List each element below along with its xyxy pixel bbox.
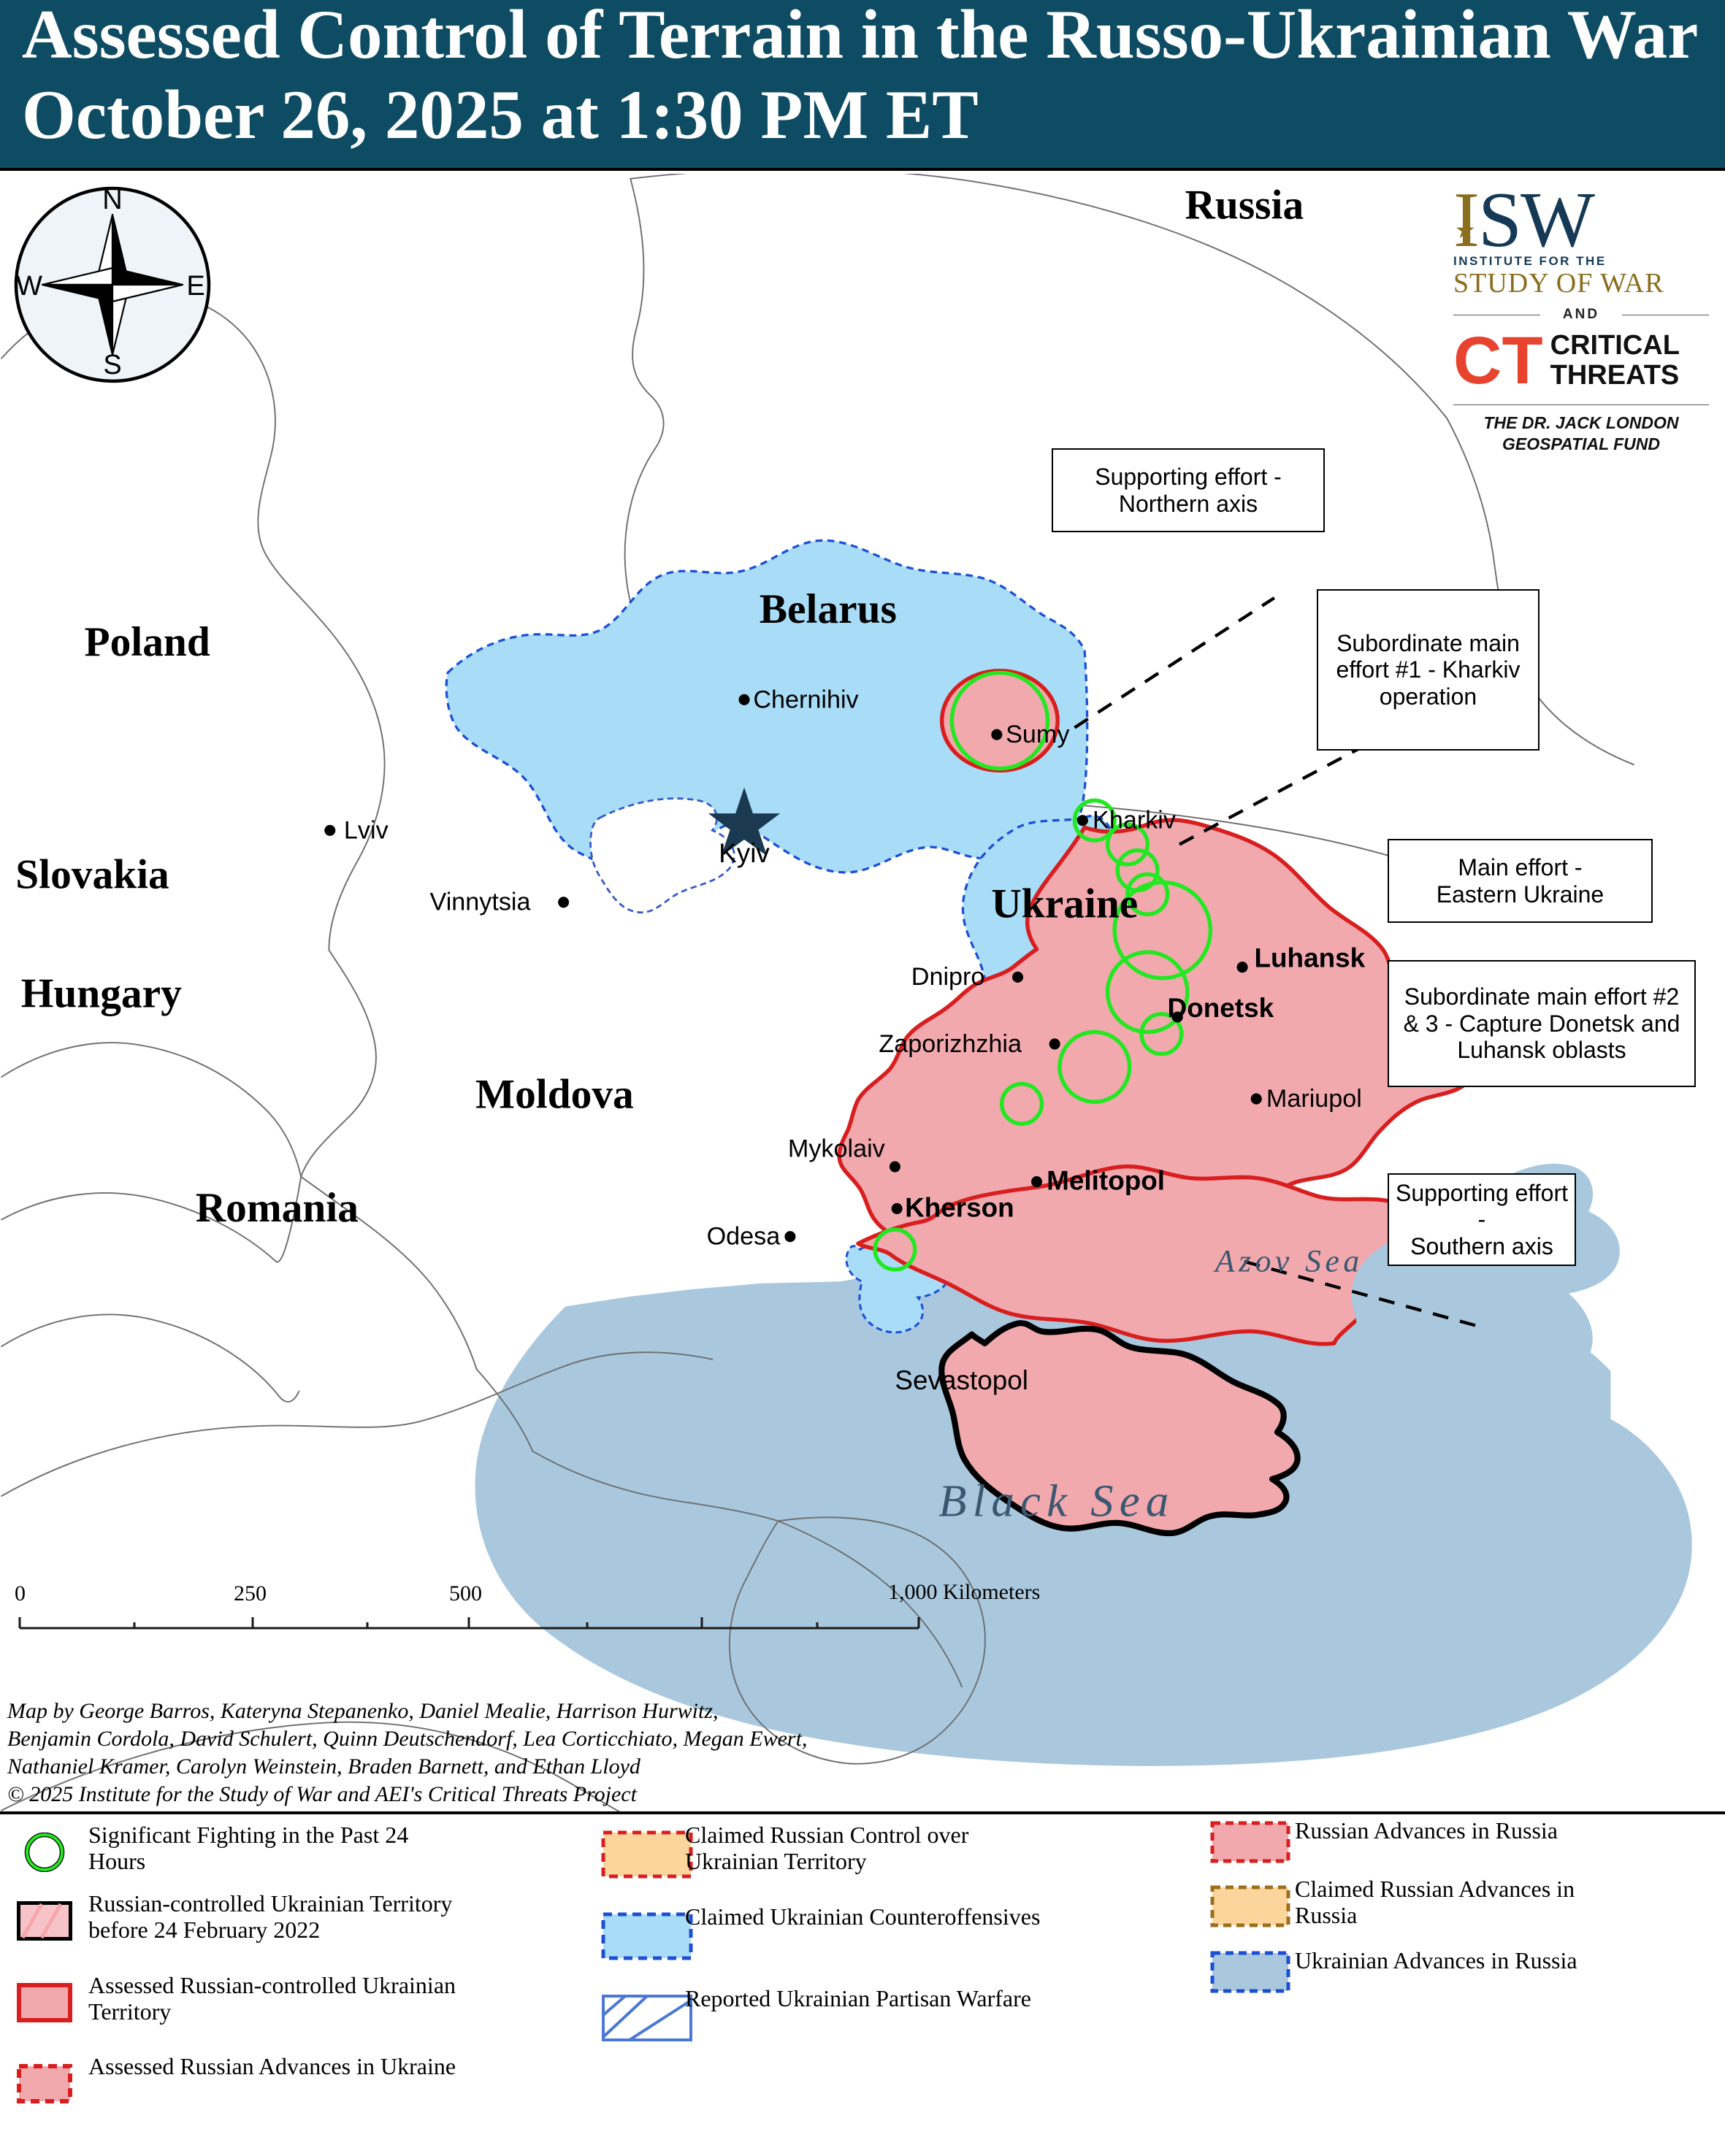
svg-text:Kyiv: Kyiv [719,838,770,868]
svg-text:Russia: Russia [1185,183,1304,229]
svg-text:Hungary: Hungary [21,970,182,1016]
svg-text:Romania: Romania [196,1185,359,1231]
svg-text:S: S [103,350,121,380]
svg-text:Black Sea: Black Sea [938,1475,1174,1526]
svg-text:1,000 Kilometers: 1,000 Kilometers [888,1580,1040,1604]
svg-text:Sumy: Sumy [1006,721,1070,748]
svg-text:Poland: Poland [85,619,210,665]
svg-text:Donetsk: Donetsk [1168,993,1274,1023]
svg-text:250: 250 [234,1581,267,1606]
svg-text:Melitopol: Melitopol [1047,1165,1165,1195]
svg-text:Azov Sea: Azov Sea [1213,1244,1363,1279]
svg-text:Dnipro: Dnipro [911,963,985,991]
svg-text:0: 0 [15,1581,26,1606]
svg-text:Ukraine: Ukraine [991,881,1138,927]
svg-text:Belarus: Belarus [760,586,897,632]
svg-text:Mykolaiv: Mykolaiv [788,1135,885,1162]
svg-text:Vinnytsia: Vinnytsia [430,889,531,916]
svg-text:Moldova: Moldova [475,1071,634,1117]
svg-text:Chernihiv: Chernihiv [753,686,858,713]
svg-text:500: 500 [449,1581,482,1606]
svg-text:W: W [16,271,42,302]
svg-text:N: N [102,185,122,215]
svg-text:Odesa: Odesa [707,1223,781,1251]
svg-text:Mariupol: Mariupol [1266,1085,1362,1113]
svg-text:Slovakia: Slovakia [15,852,169,898]
svg-text:Kharkiv: Kharkiv [1093,807,1176,835]
svg-text:Sevastopol: Sevastopol [895,1365,1028,1395]
svg-text:E: E [186,271,204,302]
svg-text:Lviv: Lviv [344,816,389,844]
svg-text:Zaporizhzhia: Zaporizhzhia [879,1030,1022,1058]
svg-text:Kherson: Kherson [905,1192,1014,1222]
svg-text:Luhansk: Luhansk [1254,943,1365,973]
